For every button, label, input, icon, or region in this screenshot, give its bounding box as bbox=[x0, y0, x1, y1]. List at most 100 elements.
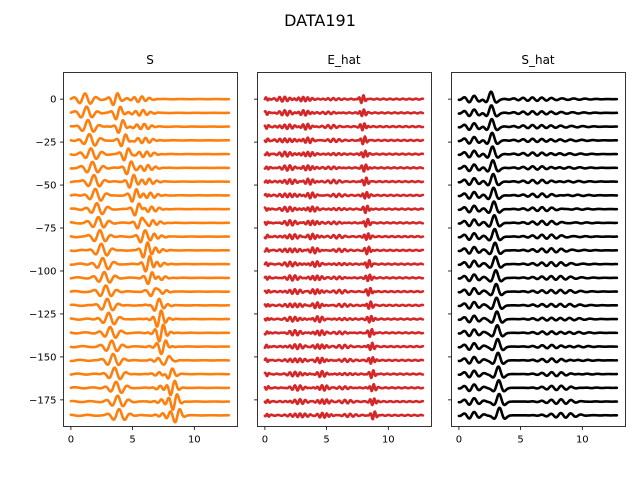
y-ticks-e-hat bbox=[254, 98, 258, 401]
trace-s-17 bbox=[69, 309, 231, 328]
trace-s-11 bbox=[69, 228, 231, 244]
y-tick-label-s-2: −50 bbox=[35, 181, 56, 192]
x-tick-label-s-10: 10 bbox=[188, 435, 201, 446]
y-ticks-s: 0 −25 −50 −75 −100 −125 −150 −175 bbox=[29, 95, 64, 406]
trace-e-hat-8 bbox=[263, 190, 425, 200]
trace-s-hat-8 bbox=[457, 186, 619, 201]
axes-frame-e-hat bbox=[257, 72, 432, 427]
trace-s-hat-18 bbox=[457, 324, 619, 338]
trace-s-hat-3 bbox=[457, 117, 619, 132]
trace-s-hat-17 bbox=[457, 310, 619, 324]
trace-s-hat-5 bbox=[457, 145, 619, 159]
y-tick-label-s-1: −25 bbox=[35, 138, 56, 149]
panel-title-e-hat: E_hat bbox=[327, 53, 361, 67]
panel-title-s: S bbox=[146, 53, 154, 67]
trace-s-hat-22 bbox=[457, 378, 619, 393]
trace-e-hat-4 bbox=[263, 135, 425, 146]
trace-e-hat-17 bbox=[263, 314, 425, 324]
trace-s-hat-4 bbox=[457, 131, 619, 146]
axes-frame-s bbox=[63, 72, 238, 427]
trace-s-hat-10 bbox=[457, 213, 619, 228]
trace-s-7 bbox=[69, 173, 231, 189]
traces-s bbox=[69, 92, 231, 424]
trace-s-hat-13 bbox=[457, 255, 619, 269]
trace-s-4 bbox=[69, 132, 231, 148]
trace-e-hat-23 bbox=[263, 397, 425, 407]
trace-s-hat-1 bbox=[457, 90, 619, 104]
trace-s-18 bbox=[69, 323, 231, 343]
traces-s-hat bbox=[457, 90, 619, 420]
y-tick-label-s-4: −100 bbox=[29, 266, 56, 277]
trace-s-hat-11 bbox=[457, 227, 619, 242]
trace-e-hat-11 bbox=[263, 232, 425, 242]
x-ticks-s: 0 5 10 bbox=[68, 426, 201, 446]
trace-e-hat-6 bbox=[263, 163, 425, 173]
trace-e-hat-3 bbox=[263, 122, 425, 132]
x-tick-label-s-hat-0: 0 bbox=[456, 435, 462, 446]
trace-s-14 bbox=[69, 270, 231, 286]
trace-e-hat-20 bbox=[263, 355, 425, 365]
y-ticks-s-hat bbox=[448, 98, 452, 401]
y-tick-label-s-5: −125 bbox=[29, 309, 56, 320]
trace-s-hat-7 bbox=[457, 172, 619, 187]
trace-s-16 bbox=[69, 297, 231, 312]
trace-e-hat-18 bbox=[263, 327, 425, 339]
trace-s-2 bbox=[69, 105, 231, 121]
x-ticks-s-hat: 0 5 10 bbox=[456, 426, 589, 446]
x-tick-label-s-0: 0 bbox=[68, 435, 74, 446]
trace-s-15 bbox=[69, 284, 231, 298]
trace-s-hat-12 bbox=[457, 241, 619, 256]
trace-e-hat-10 bbox=[263, 217, 425, 228]
trace-s-hat-6 bbox=[457, 159, 619, 173]
trace-e-hat-13 bbox=[263, 258, 425, 269]
trace-s-5 bbox=[69, 147, 231, 162]
trace-e-hat-9 bbox=[263, 204, 425, 215]
y-tick-label-s-0: 0 bbox=[50, 95, 56, 106]
y-tick-label-s-3: −75 bbox=[35, 224, 56, 235]
x-tick-label-s-hat-10: 10 bbox=[576, 435, 589, 446]
trace-e-hat-7 bbox=[263, 176, 425, 187]
panel-e-hat: E_hat 0 5 10 bbox=[254, 53, 432, 446]
x-ticks-e-hat: 0 5 10 bbox=[262, 426, 395, 446]
trace-e-hat-14 bbox=[263, 273, 425, 283]
trace-e-hat-21 bbox=[263, 369, 425, 380]
trace-s-20 bbox=[69, 352, 231, 367]
trace-e-hat-1 bbox=[263, 94, 425, 105]
panel-s: S 0 5 10 0 −25 −50 −75 −100 −125 −150 −175 bbox=[29, 53, 238, 446]
trace-s-hat-19 bbox=[457, 337, 619, 352]
trace-s-10 bbox=[69, 215, 231, 230]
trace-s-24 bbox=[69, 407, 231, 424]
trace-s-6 bbox=[69, 160, 231, 176]
trace-s-hat-9 bbox=[457, 200, 619, 215]
x-tick-label-s-5: 5 bbox=[129, 435, 135, 446]
trace-e-hat-24 bbox=[263, 410, 425, 421]
trace-s-hat-2 bbox=[457, 104, 619, 118]
panel-s-hat: S_hat 0 5 10 bbox=[448, 53, 626, 446]
trace-e-hat-22 bbox=[263, 382, 425, 393]
trace-e-hat-16 bbox=[263, 300, 425, 310]
trace-s-12 bbox=[69, 241, 231, 259]
trace-s-hat-14 bbox=[457, 268, 619, 283]
trace-s-hat-21 bbox=[457, 365, 619, 379]
trace-s-hat-20 bbox=[457, 351, 619, 365]
trace-e-hat-15 bbox=[263, 286, 425, 297]
y-tick-label-s-6: −150 bbox=[29, 352, 56, 363]
trace-e-hat-5 bbox=[263, 149, 425, 159]
trace-s-hat-24 bbox=[457, 406, 619, 420]
x-tick-label-e-hat-10: 10 bbox=[382, 435, 395, 446]
trace-s-hat-23 bbox=[457, 392, 619, 407]
trace-s-19 bbox=[69, 339, 231, 356]
trace-s-22 bbox=[69, 379, 231, 397]
x-tick-label-e-hat-0: 0 bbox=[262, 435, 268, 446]
trace-e-hat-19 bbox=[263, 341, 425, 352]
trace-e-hat-12 bbox=[263, 245, 425, 256]
figure-title: DATA191 bbox=[284, 11, 356, 30]
trace-s-3 bbox=[69, 118, 231, 134]
trace-s-1 bbox=[69, 92, 231, 107]
trace-s-23 bbox=[69, 393, 231, 411]
trace-s-hat-16 bbox=[457, 296, 619, 311]
trace-s-8 bbox=[69, 187, 231, 203]
trace-s-9 bbox=[69, 201, 231, 217]
trace-s-13 bbox=[69, 254, 231, 273]
